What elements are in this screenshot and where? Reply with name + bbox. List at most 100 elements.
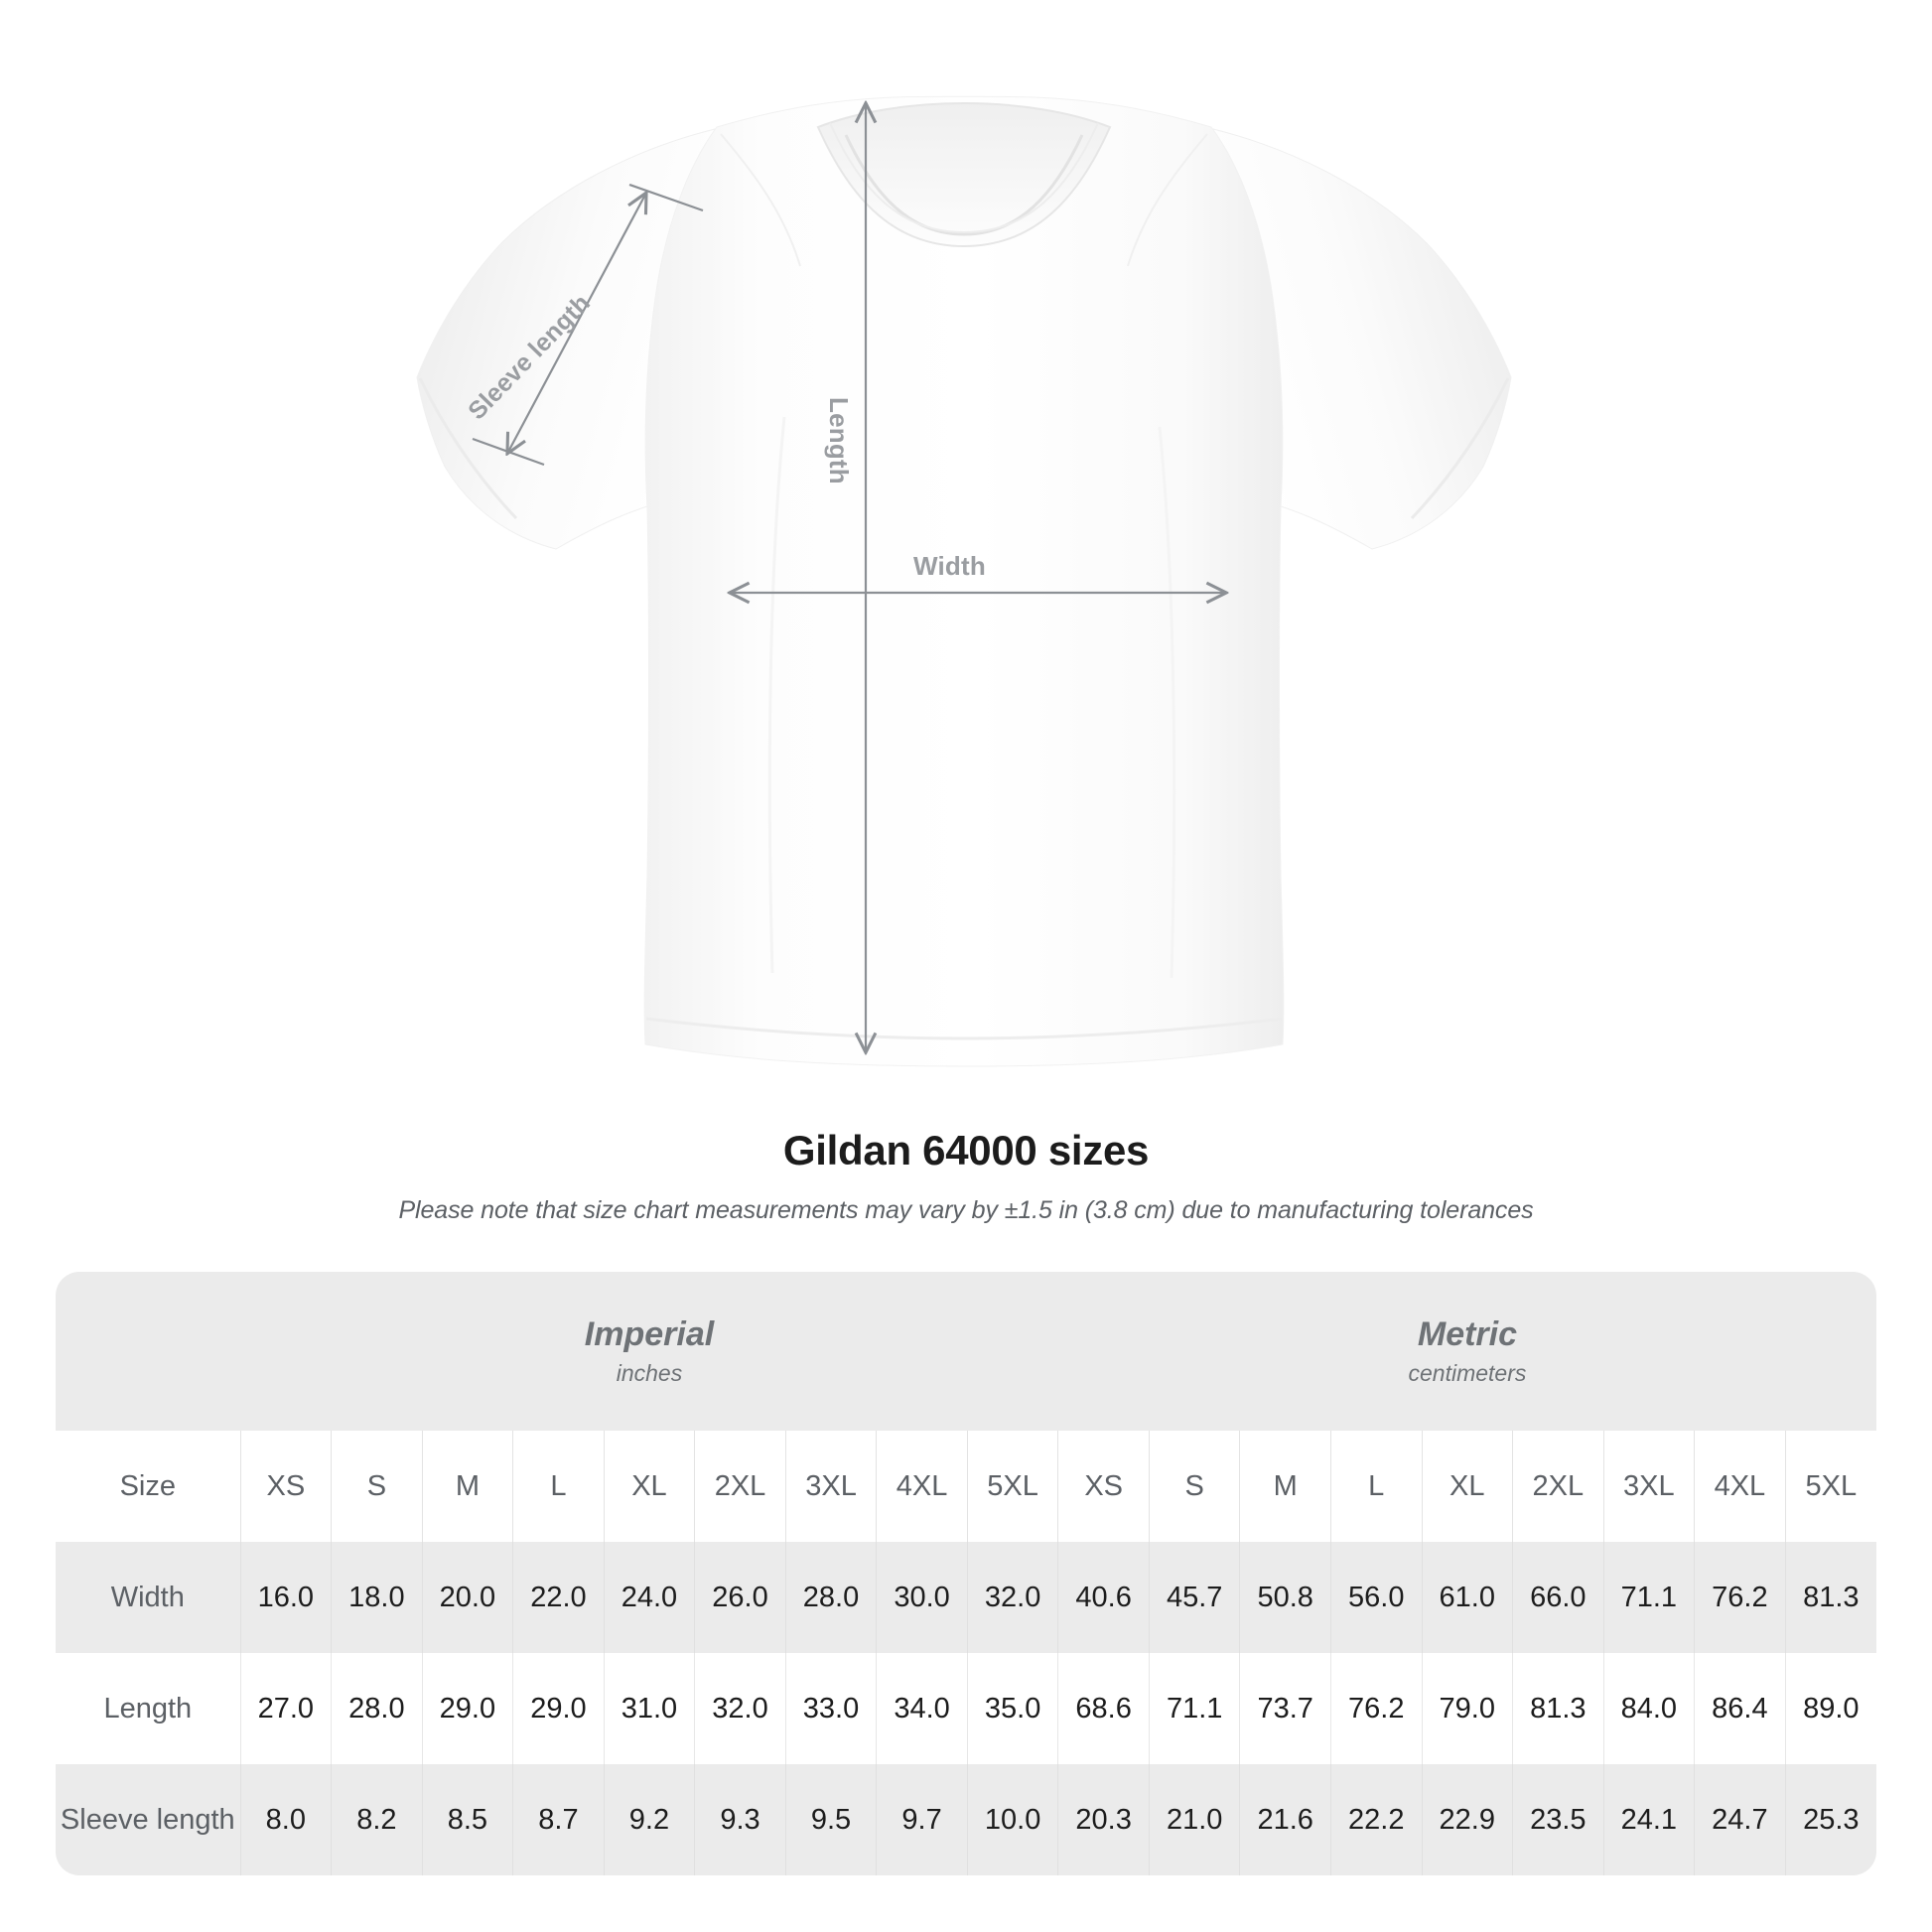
size-header-metric-5xl: 5XL <box>1784 1431 1876 1542</box>
cell-length-imperial-m: 29.0 <box>421 1653 513 1764</box>
cell-sleeve-metric-5xl: 25.3 <box>1784 1764 1876 1875</box>
size-chart-table: Imperial inches Metric centimeters Size … <box>56 1272 1876 1875</box>
size-header-metric-m: M <box>1239 1431 1331 1542</box>
cell-length-imperial-xl: 31.0 <box>603 1653 695 1764</box>
unit-group-row: Imperial inches Metric centimeters <box>56 1272 1876 1431</box>
size-header-metric-xl: XL <box>1421 1431 1513 1542</box>
size-header-metric-3xl: 3XL <box>1602 1431 1695 1542</box>
size-chart-container: Imperial inches Metric centimeters Size … <box>56 1272 1876 1875</box>
measurement-arrows <box>472 105 1224 1050</box>
unit-group-metric-name: Metric <box>1417 1314 1518 1353</box>
cell-width-metric-l: 56.0 <box>1329 1542 1423 1653</box>
cell-width-metric-3xl: 71.1 <box>1602 1542 1695 1653</box>
row-label-sleeve-length: Sleeve length <box>56 1764 241 1875</box>
cell-width-imperial-m: 20.0 <box>421 1542 513 1653</box>
cell-sleeve-metric-xl: 22.9 <box>1421 1764 1513 1875</box>
cell-sleeve-imperial-s: 8.2 <box>331 1764 423 1875</box>
cell-length-imperial-l: 29.0 <box>512 1653 605 1764</box>
cell-sleeve-imperial-m: 8.5 <box>421 1764 513 1875</box>
table-row-width: Width 16.0 18.0 20.0 22.0 24.0 26.0 28.0… <box>56 1542 1876 1653</box>
cell-width-metric-s: 45.7 <box>1148 1542 1240 1653</box>
cell-length-imperial-3xl: 33.0 <box>784 1653 877 1764</box>
size-header-imperial-2xl: 2XL <box>694 1431 786 1542</box>
cell-sleeve-imperial-4xl: 9.7 <box>876 1764 968 1875</box>
left-body-fold <box>767 416 786 974</box>
width-dimension-label: Width <box>913 551 986 581</box>
size-header-metric-xs: XS <box>1057 1431 1150 1542</box>
right-sleeve-hem <box>1410 377 1510 520</box>
cell-length-metric-4xl: 86.4 <box>1694 1653 1786 1764</box>
bottom-hem <box>645 1017 1283 1040</box>
cell-sleeve-imperial-2xl: 9.3 <box>694 1764 786 1875</box>
row-label-width: Width <box>56 1542 241 1653</box>
cell-sleeve-metric-l: 22.2 <box>1329 1764 1423 1875</box>
size-header-imperial-s: S <box>331 1431 423 1542</box>
unit-group-imperial-unit: inches <box>616 1360 683 1387</box>
size-header-metric-s: S <box>1148 1431 1240 1542</box>
cell-length-imperial-xs: 27.0 <box>239 1653 332 1764</box>
cell-length-imperial-s: 28.0 <box>331 1653 423 1764</box>
sleeve-tick-bottom <box>472 437 545 467</box>
cell-width-imperial-xl: 24.0 <box>603 1542 695 1653</box>
cell-width-imperial-3xl: 28.0 <box>784 1542 877 1653</box>
cell-length-metric-xs: 68.6 <box>1057 1653 1150 1764</box>
size-header-imperial-4xl: 4XL <box>876 1431 968 1542</box>
unit-row-spacer <box>56 1272 241 1431</box>
cell-length-imperial-5xl: 35.0 <box>966 1653 1058 1764</box>
cell-width-metric-xs: 40.6 <box>1057 1542 1150 1653</box>
cell-sleeve-metric-2xl: 23.5 <box>1512 1764 1604 1875</box>
size-header-metric-l: L <box>1329 1431 1423 1542</box>
cell-width-imperial-5xl: 32.0 <box>966 1542 1058 1653</box>
size-header-row: Size XS S M L XL 2XL 3XL 4XL 5XL XS S M … <box>56 1431 1876 1542</box>
cell-width-metric-5xl: 81.3 <box>1784 1542 1876 1653</box>
right-shoulder-fold <box>1127 133 1208 267</box>
cell-width-metric-4xl: 76.2 <box>1694 1542 1786 1653</box>
size-header-imperial-l: L <box>512 1431 605 1542</box>
row-label-length: Length <box>56 1653 241 1764</box>
tshirt-diagram: Width Length Sleeve length <box>416 95 1512 1067</box>
cell-sleeve-metric-xs: 20.3 <box>1057 1764 1150 1875</box>
size-header-imperial-m: M <box>421 1431 513 1542</box>
cell-width-imperial-4xl: 30.0 <box>876 1542 968 1653</box>
title-block: Gildan 64000 sizes Please note that size… <box>0 1127 1932 1225</box>
cell-width-imperial-2xl: 26.0 <box>694 1542 786 1653</box>
cell-width-metric-xl: 61.0 <box>1421 1542 1513 1653</box>
cell-length-imperial-2xl: 32.0 <box>694 1653 786 1764</box>
cell-sleeve-imperial-xl: 9.2 <box>603 1764 695 1875</box>
cell-sleeve-metric-4xl: 24.7 <box>1694 1764 1786 1875</box>
length-dimension-label: Length <box>824 397 854 484</box>
cell-length-imperial-4xl: 34.0 <box>876 1653 968 1764</box>
tshirt-illustration-svg <box>416 95 1512 1067</box>
shirt-torso <box>643 95 1285 1067</box>
table-row-sleeve-length: Sleeve length 8.0 8.2 8.5 8.7 9.2 9.3 9.… <box>56 1764 1876 1875</box>
unit-group-imperial: Imperial inches <box>240 1272 1058 1431</box>
size-header-label: Size <box>56 1431 241 1542</box>
cell-sleeve-metric-m: 21.6 <box>1239 1764 1331 1875</box>
left-shoulder-fold <box>720 133 801 267</box>
cell-length-metric-xl: 79.0 <box>1421 1653 1513 1764</box>
cell-sleeve-imperial-xs: 8.0 <box>239 1764 332 1875</box>
size-header-imperial-3xl: 3XL <box>784 1431 877 1542</box>
cell-length-metric-2xl: 81.3 <box>1512 1653 1604 1764</box>
cell-width-metric-m: 50.8 <box>1239 1542 1331 1653</box>
cell-sleeve-metric-3xl: 24.1 <box>1602 1764 1695 1875</box>
sleeve-tick-top <box>628 183 704 212</box>
size-header-imperial-5xl: 5XL <box>966 1431 1058 1542</box>
size-header-imperial-xs: XS <box>239 1431 332 1542</box>
right-sleeve <box>1212 128 1512 550</box>
cell-length-metric-l: 76.2 <box>1329 1653 1423 1764</box>
cell-width-imperial-s: 18.0 <box>331 1542 423 1653</box>
tolerance-note: Please note that size chart measurements… <box>398 1196 1534 1224</box>
sleeve-arrow <box>508 195 645 452</box>
cell-width-imperial-l: 22.0 <box>512 1542 605 1653</box>
cell-length-metric-3xl: 84.0 <box>1602 1653 1695 1764</box>
table-row-length: Length 27.0 28.0 29.0 29.0 31.0 32.0 33.… <box>56 1653 1876 1764</box>
right-body-fold <box>1158 426 1176 979</box>
left-sleeve-hem <box>418 377 518 520</box>
unit-group-metric-unit: centimeters <box>1408 1360 1527 1387</box>
unit-group-metric: Metric centimeters <box>1057 1272 1876 1431</box>
cell-sleeve-imperial-l: 8.7 <box>512 1764 605 1875</box>
unit-group-imperial-name: Imperial <box>584 1314 715 1353</box>
cell-length-metric-m: 73.7 <box>1239 1653 1331 1764</box>
page-title: Gildan 64000 sizes <box>782 1127 1150 1173</box>
